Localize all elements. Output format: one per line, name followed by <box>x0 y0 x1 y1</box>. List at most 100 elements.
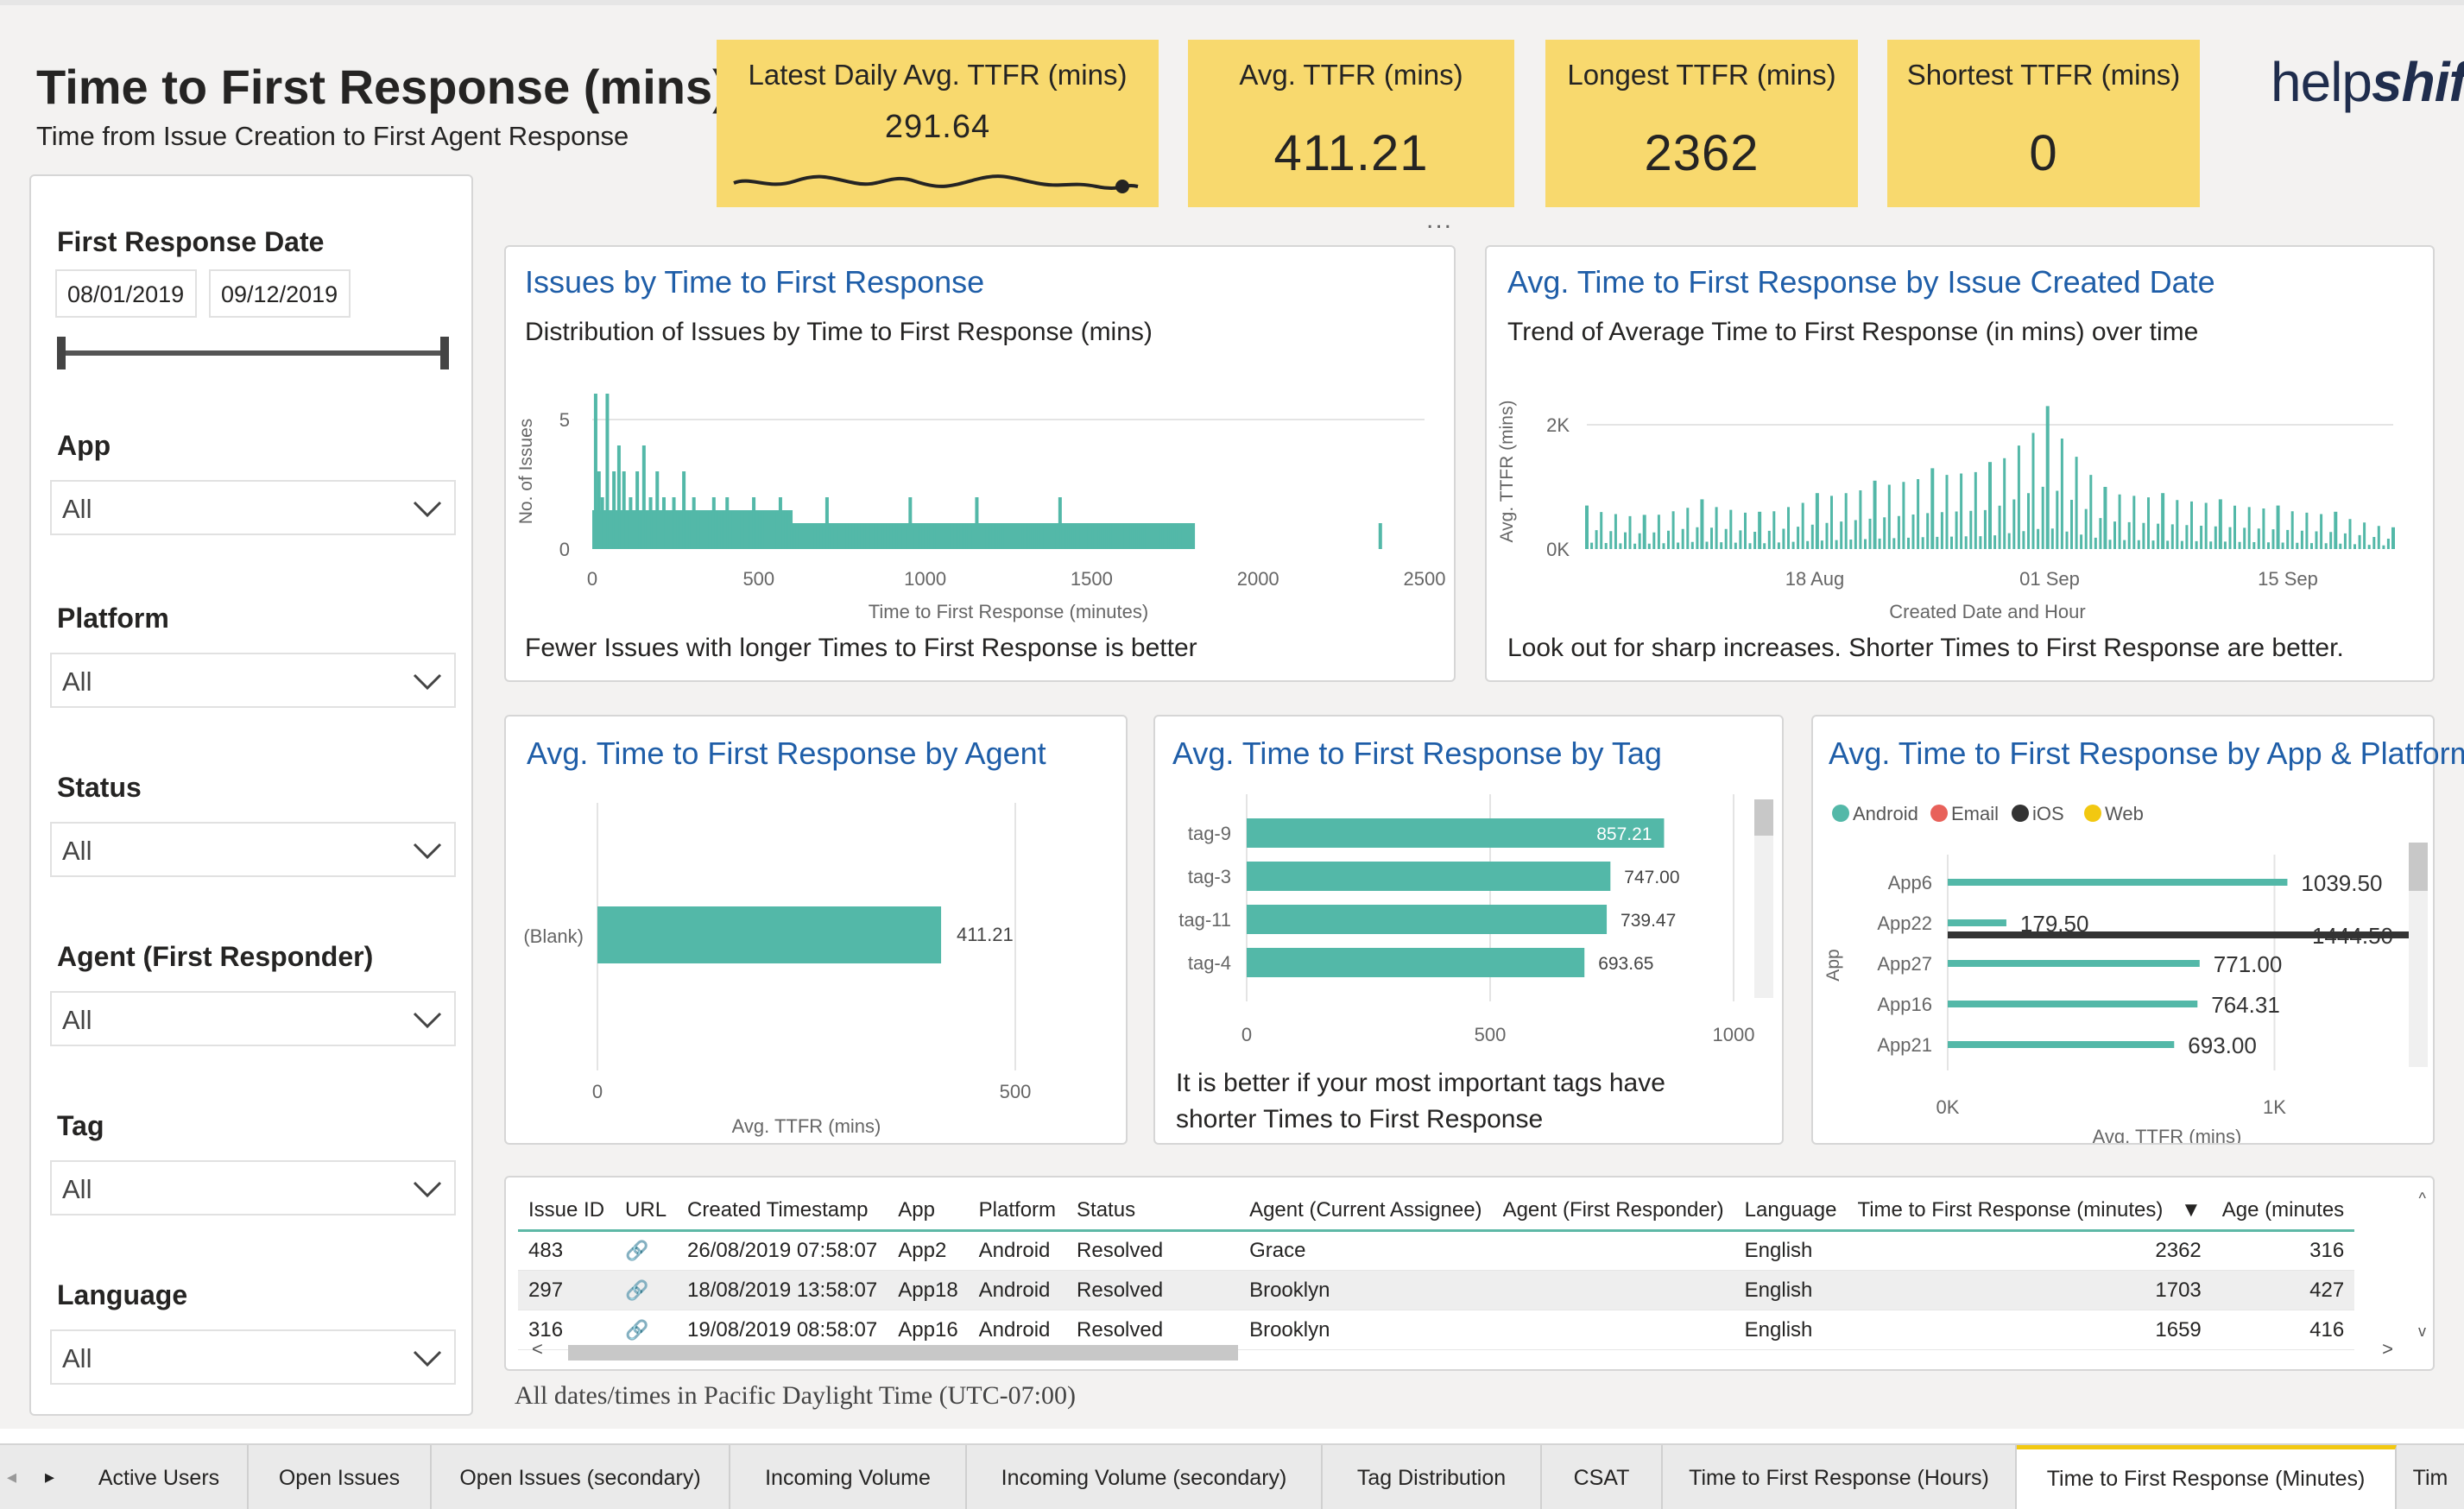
platform-dropdown[interactable]: All <box>50 653 456 708</box>
tag-scrollbar[interactable] <box>1754 799 1773 998</box>
slider-handle-start[interactable] <box>57 337 66 369</box>
col-url[interactable]: URL <box>615 1188 678 1232</box>
trend-chart[interactable]: 2K 0K 18 Aug 01 Sep 15 Sep Created Date and H… <box>1487 350 2435 635</box>
start-date-input[interactable]: 08/01/2019 <box>55 269 197 318</box>
table-vscroll-up-icon[interactable]: ^ <box>2418 1190 2426 1207</box>
col-agent-current[interactable]: Agent (Current Assignee) <box>1239 1188 1493 1232</box>
app-dropdown[interactable]: All <box>50 480 456 535</box>
histogram-panel[interactable]: Issues by Time to First Response Distrib… <box>504 245 1456 682</box>
histogram-bar <box>1096 523 1099 549</box>
tab-ttfr-hours[interactable]: Time to First Response (Hours) <box>1663 1445 2017 1509</box>
col-created-timestamp[interactable]: Created Timestamp <box>677 1188 888 1232</box>
histogram-bar <box>708 510 711 549</box>
histogram-chart[interactable]: 0 500 1000 1500 2000 2500 0 5 Time to First Resp… <box>506 350 1456 635</box>
x-tick-label: 1000 <box>904 568 946 590</box>
table-hscroll-thumb[interactable] <box>568 1345 1238 1361</box>
tab-ttfr-minutes[interactable]: Time to First Response (Minutes) <box>2017 1445 2397 1509</box>
table-vscroll-down-icon[interactable]: v <box>2418 1323 2426 1340</box>
kpi-longest-ttfr[interactable]: Longest TTFR (mins) 2362 <box>1545 40 1858 207</box>
link-icon[interactable]: 🔗 <box>625 1240 649 1261</box>
language-dropdown[interactable]: All <box>50 1329 456 1385</box>
histogram-bar <box>956 523 959 549</box>
tag-chart[interactable]: tag-9 857.21 tag-3 747.00 tag-11 739.47 tag-4 6… <box>1155 794 1784 1053</box>
histogram-bar <box>699 510 703 549</box>
app-platform-panel[interactable]: Avg. Time to First Response by App & Pla… <box>1811 715 2464 1145</box>
histogram-bar <box>951 523 955 549</box>
link-icon[interactable]: 🔗 <box>625 1279 649 1301</box>
table-hscroll-right-icon[interactable]: > <box>2382 1338 2393 1360</box>
tab-csat[interactable]: CSAT <box>1542 1445 1663 1509</box>
histogram-bar <box>711 510 715 549</box>
android-bar <box>1948 879 2288 886</box>
tab-truncated[interactable]: Tim <box>2412 1466 2448 1490</box>
col-issue-id[interactable]: Issue ID <box>518 1188 616 1232</box>
histogram-bar <box>1065 523 1069 549</box>
kpi-latest-daily-avg[interactable]: Latest Daily Avg. TTFR (mins) 291.64 <box>717 40 1159 207</box>
histogram-bar <box>871 523 875 549</box>
x-tick-label: 0 <box>592 1081 603 1102</box>
table-cell[interactable]: 🔗 <box>615 1310 678 1350</box>
sort-desc-icon[interactable]: ▼ <box>2181 1198 2202 1222</box>
table-row[interactable]: 297 🔗 18/08/2019 13:58:07 App18 Android Resol… <box>518 1270 2355 1310</box>
tab-open-issues-secondary[interactable]: Open Issues (secondary) <box>432 1445 730 1509</box>
table-cell[interactable]: 🔗 <box>615 1230 678 1271</box>
histogram-bar <box>818 523 821 549</box>
date-range-slider[interactable] <box>57 337 449 369</box>
histogram-bar <box>939 523 943 549</box>
histogram-bar <box>1005 523 1008 549</box>
tab-open-issues[interactable]: Open Issues <box>249 1445 432 1509</box>
tab-active-users[interactable]: Active Users <box>71 1445 249 1509</box>
col-platform[interactable]: Platform <box>968 1188 1067 1232</box>
slider-handle-end[interactable] <box>440 337 449 369</box>
col-app[interactable]: App <box>888 1188 969 1232</box>
table-row[interactable]: 483 🔗 26/08/2019 07:58:07 App2 Android Resolv… <box>518 1230 2355 1271</box>
histogram-bar <box>1115 523 1119 549</box>
x-axis-title: Avg. TTFR (mins) <box>2093 1126 2242 1143</box>
tag-scrollbar-thumb[interactable] <box>1754 799 1773 836</box>
tag-bar <box>1247 862 1611 891</box>
issues-table-panel[interactable]: Issue ID URL Created Timestamp App Platf… <box>504 1176 2435 1371</box>
histogram-bar <box>900 523 903 549</box>
col-language[interactable]: Language <box>1734 1188 1848 1232</box>
histogram-bar <box>1073 523 1077 549</box>
table-hscroll-left-icon[interactable]: < <box>532 1338 543 1360</box>
app-scrollbar-thumb[interactable] <box>2409 843 2428 891</box>
histogram-bar <box>704 510 707 549</box>
agent-dropdown[interactable]: All <box>50 991 456 1046</box>
tab-incoming-volume[interactable]: Incoming Volume <box>730 1445 967 1509</box>
kpi-avg-ttfr[interactable]: Avg. TTFR (mins) 411.21 <box>1188 40 1514 207</box>
histogram-bar <box>983 523 987 549</box>
tab-tag-distribution[interactable]: Tag Distribution <box>1323 1445 1542 1509</box>
tag-panel[interactable]: Avg. Time to First Response by Tag tag-9… <box>1153 715 1784 1145</box>
table-row[interactable]: 316 🔗 19/08/2019 08:58:07 App16 Android Resol… <box>518 1310 2355 1350</box>
col-status[interactable]: Status <box>1066 1188 1240 1232</box>
tab-incoming-volume-secondary[interactable]: Incoming Volume (secondary) <box>967 1445 1323 1509</box>
histogram-bar <box>1177 523 1180 549</box>
trend-panel[interactable]: Avg. Time to First Response by Issue Cre… <box>1485 245 2435 682</box>
more-options-icon[interactable]: ... <box>1426 205 1454 234</box>
col-agent-first[interactable]: Agent (First Responder) <box>1492 1188 1734 1232</box>
table-cell: App2 <box>888 1230 969 1271</box>
tab-scroll-left-icon[interactable]: ◂ <box>7 1466 17 1487</box>
app-scrollbar[interactable] <box>2409 843 2428 1067</box>
histogram-bar <box>710 510 713 549</box>
col-age[interactable]: Age (minutes <box>2211 1188 2355 1232</box>
link-icon[interactable]: 🔗 <box>625 1318 649 1341</box>
panel-subtitle: Trend of Average Time to First Response … <box>1507 318 2199 346</box>
legend-marker <box>2012 805 2029 822</box>
end-date-input[interactable]: 09/12/2019 <box>209 269 351 318</box>
tag-dropdown[interactable]: All <box>50 1160 456 1215</box>
android-bar <box>1948 919 2006 926</box>
status-dropdown[interactable]: All <box>50 822 456 877</box>
y-axis-title: Avg. TTFR (mins) <box>1497 401 1517 543</box>
table-cell[interactable]: 🔗 <box>615 1270 678 1310</box>
col-ttfr[interactable]: Time to First Response (minutes) ▼ <box>1847 1188 2212 1232</box>
histogram-bar <box>679 510 683 549</box>
histogram-bar <box>754 510 757 549</box>
tab-scroll-right-icon[interactable]: ▸ <box>45 1466 55 1487</box>
trend-peak <box>1815 493 1819 549</box>
agent-chart[interactable]: (Blank) 411.21 0 500 Avg. TTFR (mins) <box>506 794 1128 1140</box>
kpi-shortest-ttfr[interactable]: Shortest TTFR (mins) 0 <box>1887 40 2200 207</box>
agent-panel[interactable]: Avg. Time to First Response by Agent (Bl… <box>504 715 1128 1145</box>
